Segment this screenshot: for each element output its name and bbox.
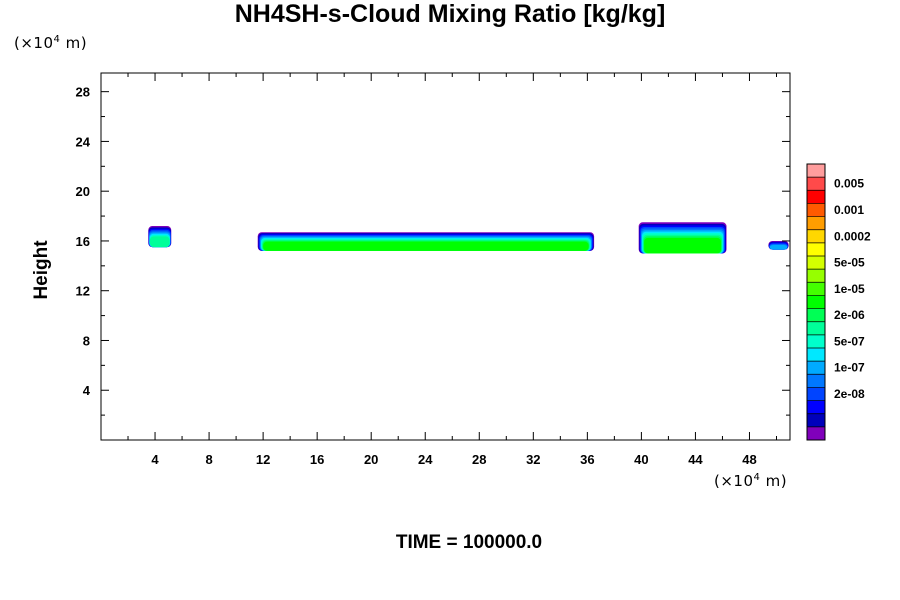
colorbar-swatch (807, 282, 825, 296)
colorbar-label: 5e-05 (834, 256, 865, 270)
x-tick-label: 48 (742, 452, 756, 467)
x-tick-label: 36 (580, 452, 594, 467)
colorbar-swatch (807, 348, 825, 362)
x-tick-label: 20 (364, 452, 378, 467)
y-tick-label: 12 (76, 284, 90, 299)
time-label: TIME = 100000.0 (395, 532, 543, 553)
x-tick-label: 28 (472, 452, 486, 467)
cloud-region (768, 240, 789, 250)
colorbar-swatch (807, 216, 825, 231)
colorbar-swatch (807, 190, 825, 204)
x-tick-label: 4 (151, 452, 159, 467)
colorbar-swatch (807, 400, 825, 415)
y-tick-label: 20 (76, 184, 90, 199)
colorbar-swatch (807, 177, 825, 191)
x-tick-label: 16 (310, 452, 324, 467)
colorbar-label: 1e-07 (834, 361, 865, 375)
colorbar-label: 2e-06 (834, 308, 865, 322)
colorbar-label: 2e-08 (834, 387, 865, 401)
x-unit-prefix: (×10 (714, 472, 754, 490)
y-tick-label: 28 (76, 85, 90, 100)
colorbar-swatch (807, 321, 825, 336)
colorbar-swatch (807, 374, 825, 388)
x-tick-label: 44 (688, 452, 703, 467)
colorbar-label: 5e-07 (834, 334, 865, 348)
y-tick-label: 8 (83, 333, 90, 348)
colorbar-swatch (807, 361, 825, 375)
colorbar-swatch (807, 334, 825, 349)
y-unit-exponent: 4 (53, 34, 61, 45)
cloud-contour-band (149, 236, 170, 248)
x-unit-exponent: 4 (753, 472, 761, 483)
colorbar-swatch (807, 164, 825, 178)
colorbar-label: 1e-05 (834, 282, 865, 296)
cloud-contour-band (644, 237, 722, 254)
colorbar-swatch (807, 308, 825, 323)
plot-frame (100, 72, 791, 441)
cloud-region (257, 232, 595, 251)
y-tick-label: 4 (83, 383, 91, 398)
chart-title: NH4SH-s-Cloud Mixing Ratio [kg/kg] (234, 0, 666, 28)
colorbar-swatch (807, 269, 825, 283)
colorbar-frame (806, 163, 826, 441)
colorbar-label: 0.005 (834, 177, 864, 191)
x-unit-suffix: m) (760, 472, 788, 490)
x-tick-label: 8 (205, 452, 212, 467)
colorbar-swatch (807, 295, 825, 310)
x-tick-label: 32 (526, 452, 540, 467)
x-tick-label: 40 (634, 452, 648, 467)
cloud-contour-band (263, 241, 589, 251)
x-tick-label: 12 (256, 452, 270, 467)
y-unit-suffix: m) (60, 34, 88, 52)
colorbar-label: 0.0002 (834, 229, 871, 243)
x-tick-label: 24 (418, 452, 433, 467)
colorbar-swatch (807, 242, 825, 257)
y-axis-unit: (×104 m) (14, 34, 87, 52)
x-axis-unit: (×104 m) (714, 472, 787, 490)
colorbar-swatch (807, 203, 825, 218)
cloud-contour-band (769, 244, 788, 250)
colorbar-swatch (807, 229, 825, 244)
colorbar-swatch (807, 426, 825, 441)
colorbar-label: 0.001 (834, 203, 864, 217)
y-tick-label: 16 (76, 234, 90, 249)
colorbar-swatch (807, 413, 825, 428)
cloud-region (148, 226, 172, 248)
colorbar-swatch (807, 387, 825, 402)
y-tick-label: 24 (76, 134, 91, 149)
cloud-region (638, 222, 727, 254)
y-unit-prefix: (×10 (14, 34, 54, 52)
colorbar-swatch (807, 256, 825, 270)
